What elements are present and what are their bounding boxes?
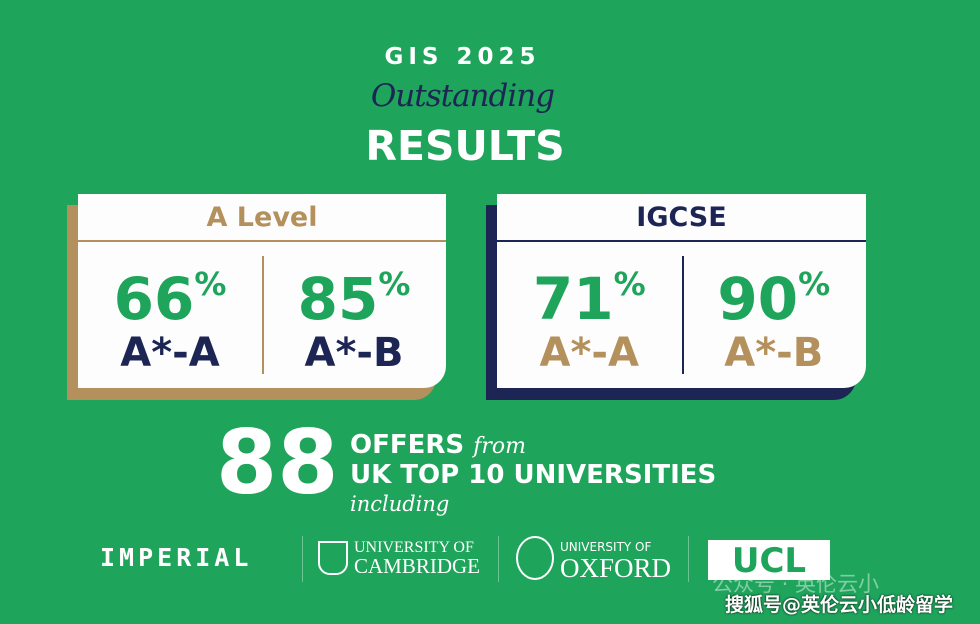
main-heading: RESULTS (365, 122, 565, 170)
igcse-title: IGCSE (497, 194, 866, 242)
offers-subtitle: UK TOP 10 UNIVERSITIES (350, 460, 717, 490)
offers-count: 88 (216, 411, 339, 514)
stat-value: 71 (532, 265, 614, 333)
a-level-title: A Level (78, 194, 446, 242)
igcse-card: IGCSE 71% A*-A 90% A*-B (497, 194, 866, 388)
oxford-crest-icon (516, 536, 554, 580)
cambridge-crest-icon (318, 541, 348, 575)
divider (681, 256, 684, 374)
stat-unit: % (378, 265, 411, 303)
imperial-logo: IMPERIAL (100, 543, 253, 572)
offers-word: OFFERS (350, 430, 465, 460)
offers-label: OFFERS from (350, 430, 526, 460)
event-title: GIS 2025 (384, 44, 541, 70)
igcse-stat: 71% A*-A (497, 242, 682, 388)
stat-value: 90 (717, 265, 799, 333)
oxford-logo: UNIVERSITY OF OXFORD (560, 540, 671, 582)
stat-value: 85 (297, 265, 379, 333)
oxford-line2: OXFORD (560, 553, 672, 583)
igcse-stat: 90% A*-B (682, 242, 867, 388)
including-label: including (350, 492, 450, 516)
a-level-card: A Level 66% A*-A 85% A*-B (78, 194, 446, 388)
divider (302, 536, 303, 582)
divider (688, 536, 689, 582)
ucl-logo: UCL (708, 540, 830, 581)
cambridge-line1: UNIVERSITY OF (354, 539, 474, 556)
from-word: from (473, 434, 526, 459)
divider (498, 536, 499, 582)
wechat-watermark: 公众号 · 英伦云小 (712, 572, 880, 596)
sohu-watermark: 搜狐号@英伦云小低龄留学 (725, 594, 954, 616)
cambridge-line2: CAMBRIDGE (354, 554, 481, 578)
stat-unit: % (798, 265, 831, 303)
script-heading: Outstanding (370, 78, 555, 114)
stat-unit: % (613, 265, 646, 303)
a-level-stat: 85% A*-B (262, 242, 446, 388)
stat-grade: A*-A (120, 330, 220, 376)
a-level-stat: 66% A*-A (78, 242, 262, 388)
divider (262, 256, 264, 374)
stat-grade: A*-B (724, 330, 824, 376)
stat-value: 66 (113, 265, 195, 333)
cambridge-logo: UNIVERSITY OF CAMBRIDGE (354, 538, 481, 578)
stat-grade: A*-A (539, 330, 639, 376)
stat-unit: % (194, 265, 227, 303)
oxford-line1: UNIVERSITY OF (560, 540, 652, 554)
stat-grade: A*-B (304, 330, 404, 376)
